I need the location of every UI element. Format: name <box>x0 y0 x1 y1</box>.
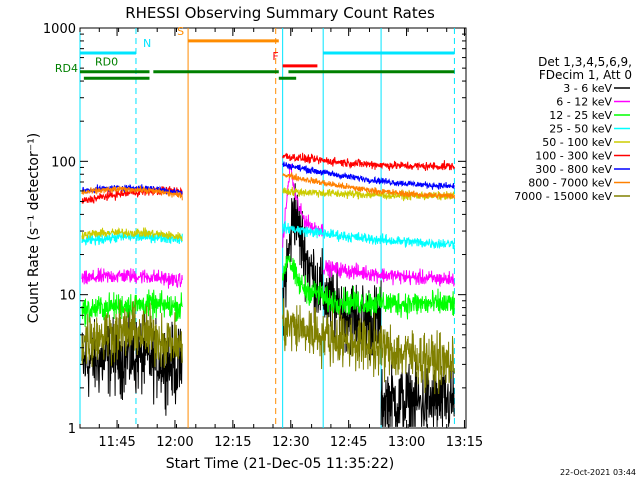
series-7000-15000-kev-segment-1 <box>282 298 455 395</box>
x-axis-title: Start Time (21-Dec-05 11:35:22) <box>166 456 394 472</box>
flag-bars: N S F RD0 RD4 <box>55 25 455 80</box>
flag-label-rd4: RD4 <box>55 62 78 75</box>
series-100-300-kev-segment-1 <box>282 152 455 171</box>
legend-header-line-2: FDecim 1, Att 0 <box>539 68 632 82</box>
flag-label-f: F <box>272 50 278 63</box>
series-12-25-kev-segment-1 <box>282 255 324 306</box>
series-3-6-kev-segment-2 <box>380 354 455 427</box>
legend-label-50-100-kev: 50 - 100 keV <box>542 136 612 149</box>
y-tick-label-10: 10 <box>59 289 76 304</box>
legend-label-7000-15000-kev: 7000 - 15000 keV <box>514 190 612 203</box>
legend-label-300-800-kev: 300 - 800 keV <box>535 163 612 176</box>
x-tick-label-12:30: 12:30 <box>272 435 309 450</box>
x-tick-label-12:45: 12:45 <box>330 435 367 450</box>
series-50-100-kev-segment-1 <box>282 186 455 202</box>
y-axis-title: Count Rate (s⁻¹ detector⁻¹) <box>26 133 42 323</box>
legend-label-3-6-kev: 3 - 6 keV <box>563 82 612 95</box>
legend-label-100-300-kev: 100 - 300 keV <box>535 150 612 163</box>
series-6-12-kev-segment-2 <box>322 259 455 288</box>
chart-title: RHESSI Observing Summary Count Rates <box>125 4 435 22</box>
legend-header-line-1: Det 1,3,4,5,6,9, <box>538 55 632 69</box>
legend-label-12-25-kev: 12 - 25 keV <box>549 109 612 122</box>
x-tick-label-11:45: 11:45 <box>98 435 135 450</box>
y-tick-label-1: 1 <box>68 422 76 437</box>
flag-label-s: S <box>177 25 184 38</box>
legend-label-800-7000-kev: 800 - 7000 keV <box>528 177 612 190</box>
x-tick-label-13:00: 13:00 <box>388 435 425 450</box>
x-tick-label-13:15: 13:15 <box>446 435 483 450</box>
axes: 1 10 100 1000 11:45 12:00 12:15 12:30 12:45 13:00… <box>43 22 483 450</box>
y-tick-label-1000: 1000 <box>43 22 76 37</box>
y-tick-label-100: 100 <box>51 155 76 170</box>
series-300-800-kev-segment-1 <box>282 161 455 191</box>
footer-timestamp: 22-Oct-2021 03:44 <box>560 468 636 477</box>
x-tick-label-12:15: 12:15 <box>214 435 251 450</box>
series-lines <box>81 152 455 427</box>
series-12-25-kev-segment-2 <box>322 285 455 320</box>
flag-label-n: N <box>143 37 151 50</box>
series-800-7000-kev-segment-1 <box>282 172 455 200</box>
series-50-100-kev-segment-0 <box>81 227 183 241</box>
legend-label-6-12-kev: 6 - 12 keV <box>556 96 612 109</box>
x-tick-label-12:00: 12:00 <box>156 435 193 450</box>
series-25-50-kev-segment-1 <box>282 221 455 250</box>
legend: Det 1,3,4,5,6,9, FDecim 1, Att 0 3 - 6 k… <box>514 55 632 203</box>
flag-label-rd0: RD0 <box>95 56 118 69</box>
series-800-7000-kev-segment-0 <box>81 185 183 201</box>
event-vertical-lines <box>79 28 455 428</box>
series-25-50-kev-segment-0 <box>81 230 183 246</box>
series-6-12-kev-segment-0 <box>81 267 183 289</box>
series-7000-15000-kev-segment-0 <box>81 299 183 368</box>
legend-label-25-50-kev: 25 - 50 keV <box>549 123 612 136</box>
